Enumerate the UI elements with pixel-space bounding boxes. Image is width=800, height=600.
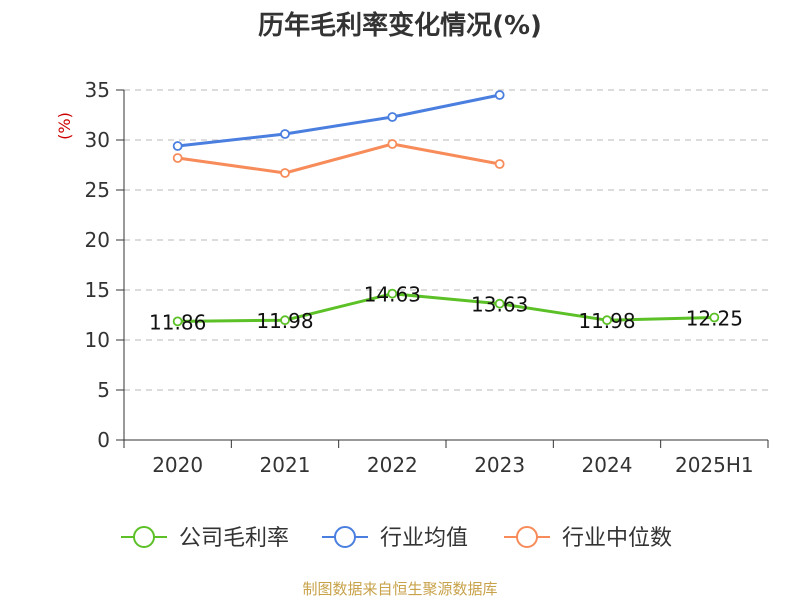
legend-marker [334, 526, 356, 548]
x-tick-label: 2023 [474, 453, 525, 477]
data-point[interactable] [387, 288, 398, 299]
x-tick-label: 2022 [367, 453, 418, 477]
data-point[interactable] [709, 312, 720, 323]
y-tick-label: 25 [85, 178, 110, 202]
y-tick-label: 5 [97, 378, 110, 402]
data-point[interactable] [602, 315, 612, 326]
data-labels: 11.86 11.98 14.63 13.63 11.98 12.25 [149, 283, 743, 335]
source-note: 制图数据来自恒生聚源数据库 [302, 580, 497, 598]
grid-lines [124, 89, 768, 391]
data-label: 12.25 [686, 307, 743, 331]
data-point[interactable] [172, 153, 183, 163]
legend-marker [516, 526, 538, 548]
series-line-0 [177, 292, 715, 323]
data-point[interactable] [280, 315, 290, 326]
data-point[interactable] [280, 129, 290, 139]
data-point[interactable] [494, 298, 505, 309]
x-tick-label: 2024 [582, 453, 633, 477]
y-tick-label: 0 [97, 428, 110, 452]
legend[interactable]: 公司毛利率 行业均值 行业中位数 [121, 526, 672, 551]
chart-title: 历年毛利率变化情况(%) [258, 10, 542, 41]
y-tick-label: 35 [85, 78, 110, 102]
data-label: 11.98 [256, 309, 313, 333]
series-lines [172, 90, 720, 327]
data-label: 13.63 [471, 293, 528, 317]
y-tick-label: 10 [85, 328, 110, 352]
data-point[interactable] [387, 112, 398, 122]
y-axis-unit: (%) [55, 112, 74, 140]
legend-label[interactable]: 行业中位数 [562, 526, 672, 551]
y-tick-label: 15 [85, 278, 110, 302]
x-tick-label: 2021 [260, 453, 311, 477]
legend-label[interactable]: 公司毛利率 [179, 526, 289, 551]
data-point[interactable] [387, 139, 398, 149]
legend-marker [133, 526, 155, 548]
data-point[interactable] [494, 90, 505, 100]
data-point[interactable] [172, 316, 183, 327]
y-tick-label: 20 [85, 228, 110, 252]
data-label: 11.98 [578, 309, 635, 333]
data-label: 14.63 [364, 283, 421, 307]
y-tick-label: 30 [85, 128, 110, 152]
axes: 0 5 10 15 20 25 30 35 2020 2021 2022 2023 2024 2025H1 [85, 78, 769, 477]
data-point[interactable] [494, 159, 505, 169]
data-point[interactable] [280, 168, 290, 178]
data-point[interactable] [172, 141, 183, 151]
x-tick-label: 2020 [152, 453, 203, 477]
x-tick-label: 2025H1 [675, 453, 754, 477]
legend-label[interactable]: 行业均值 [380, 526, 468, 551]
data-label: 11.86 [149, 310, 206, 334]
series-line-2 [177, 142, 500, 175]
series-line-1 [177, 93, 501, 148]
